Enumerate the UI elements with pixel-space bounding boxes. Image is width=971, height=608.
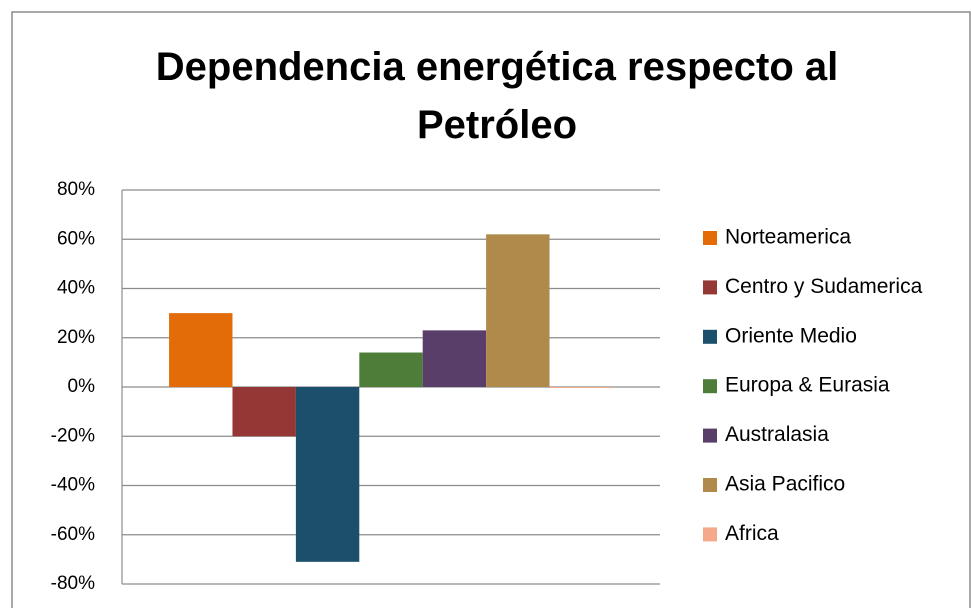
bar [359,352,423,387]
legend-label: Norteamerica [725,226,851,249]
legend-label: Oriente Medio [725,324,857,347]
legend-label: Africa [725,522,779,545]
legend-swatch [703,478,717,492]
chart-title: Dependencia energética respecto al Petró… [155,45,839,147]
y-tick-label: 40% [57,278,95,299]
bar [295,387,360,562]
legend-swatch [703,231,717,245]
legend-swatch [703,379,717,394]
legend-label: Australasia [725,423,829,446]
bar [232,387,296,437]
bar [486,234,550,387]
y-tick-label: -20% [51,425,95,446]
legend-swatch [703,527,717,542]
y-tick-label: -60% [51,524,95,545]
y-tick-label: 60% [57,228,95,249]
legend-swatch [703,329,717,344]
y-tick-label: 80% [57,179,95,200]
bar [169,313,233,387]
legend-swatch [703,280,717,295]
legend-label: Asia Pacifico [725,473,845,496]
y-tick-label: 0% [68,376,96,397]
bar [549,387,613,388]
legend-label: Europa & Eurasia [725,374,890,397]
legend-label: Centro y Sudamerica [725,275,923,298]
y-tick-label: -40% [51,475,95,496]
bar [422,330,487,387]
legend-swatch [703,428,717,443]
y-tick-label: -80% [51,573,95,594]
y-tick-label: 20% [57,327,95,348]
